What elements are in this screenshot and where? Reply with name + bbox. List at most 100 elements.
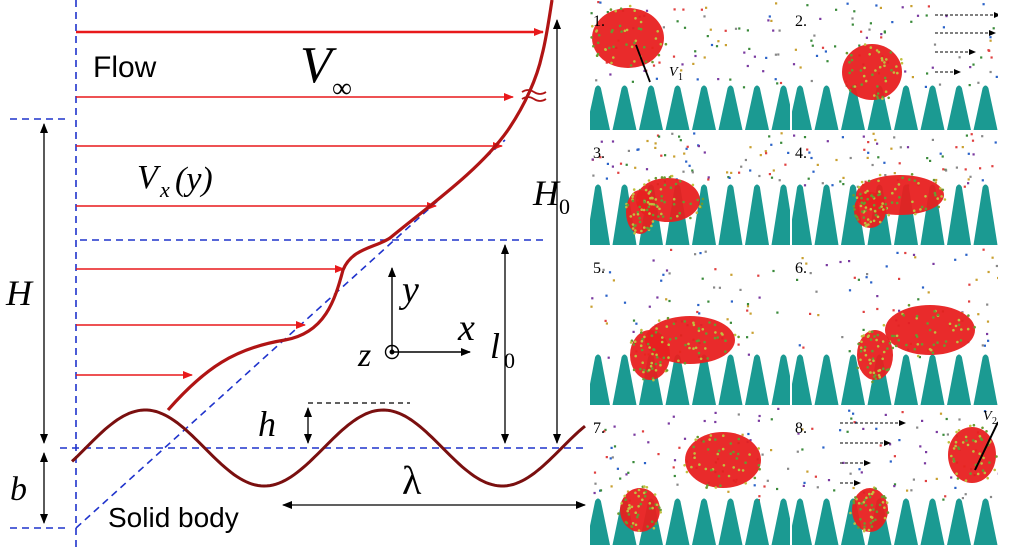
droplet-particle <box>967 314 970 317</box>
particle-dot <box>673 459 677 462</box>
particle-dot <box>916 14 920 17</box>
particle-dot <box>757 419 760 422</box>
droplet-particle <box>895 201 899 205</box>
particle-dot <box>616 467 619 470</box>
droplet-particle <box>873 94 876 97</box>
H0-subscript: 0 <box>559 194 570 219</box>
particle-dot <box>884 413 887 416</box>
particle-dot <box>816 486 819 489</box>
particle-dot <box>860 30 863 33</box>
particle-dot <box>710 43 714 47</box>
droplet-particle <box>995 455 998 458</box>
droplet-particle <box>859 192 862 196</box>
particle-dot <box>699 252 702 255</box>
droplet-particle <box>644 60 648 63</box>
particle-dot <box>981 135 984 138</box>
particle-dot <box>676 483 679 486</box>
droplet-particle <box>874 69 877 72</box>
particle-dot <box>848 289 852 292</box>
particle-dot <box>850 417 853 420</box>
droplet-particle <box>596 41 600 45</box>
particle-dot <box>992 27 995 30</box>
droplet-particle <box>985 430 988 433</box>
droplet-particle <box>848 61 851 64</box>
particle-dot <box>893 136 896 139</box>
surface-tooth <box>692 184 716 245</box>
particle-dot <box>767 19 770 22</box>
particle-dot <box>939 152 942 155</box>
droplet-particle <box>926 322 929 325</box>
particle-dot <box>758 414 761 418</box>
particle-dot <box>683 437 687 440</box>
particle-dot <box>853 10 856 13</box>
droplet-particle <box>647 368 651 372</box>
droplet-particle <box>685 470 689 474</box>
particle-dot <box>726 318 729 321</box>
particle-dot <box>645 168 649 171</box>
particle-dot <box>910 20 913 23</box>
particle-dot <box>748 47 751 50</box>
particle-dot <box>879 444 882 447</box>
droplet-particle <box>876 333 880 337</box>
surface-tooth <box>792 85 812 130</box>
droplet-particle <box>612 45 615 49</box>
droplet-particle <box>868 330 871 334</box>
particle-dot <box>632 319 636 322</box>
particle-dot <box>764 150 767 153</box>
droplet-particle <box>636 210 640 214</box>
particle-dot <box>910 5 913 8</box>
droplet-particle <box>855 215 859 219</box>
particle-dot <box>774 78 777 81</box>
droplet-particle <box>884 79 888 83</box>
surface-tooth <box>718 498 743 545</box>
particle-dot <box>777 407 780 410</box>
particle-dot <box>876 142 879 145</box>
particle-dot <box>703 419 706 423</box>
droplet-particle <box>642 377 645 381</box>
droplet-particle <box>869 362 872 365</box>
particle-dot <box>853 421 856 424</box>
droplet-particle <box>871 73 874 76</box>
droplet-particle <box>870 194 873 198</box>
particle-dot <box>592 174 595 177</box>
particle-dot <box>846 430 849 433</box>
particle-dot <box>751 331 754 334</box>
simulation-panel: 1. V 1 <box>590 0 790 130</box>
simulation-panel: 8. V 2 <box>792 407 998 545</box>
droplet-particle <box>660 212 663 216</box>
droplet-particle <box>651 213 655 217</box>
droplet-particle <box>643 485 646 488</box>
droplet-particle <box>640 339 644 343</box>
droplet-particle <box>878 220 882 224</box>
particle-dot <box>776 487 779 491</box>
particle-dot <box>817 314 820 317</box>
particle-dot <box>591 297 594 300</box>
vector-subscript: 1 <box>678 72 683 83</box>
droplet-particle <box>972 439 975 442</box>
particle-dot <box>867 141 870 144</box>
particle-dot <box>656 296 659 299</box>
droplet-particle <box>689 202 692 206</box>
droplet-particle <box>954 440 958 444</box>
particle-dot <box>593 471 597 474</box>
droplet-particle <box>860 83 863 86</box>
particle-dot <box>796 278 799 281</box>
particle-dot <box>608 271 612 274</box>
particle-dot <box>821 182 824 185</box>
droplet-particle <box>663 183 667 187</box>
droplet-particle <box>890 201 894 204</box>
droplet-particle <box>848 88 852 92</box>
droplet-particle <box>866 197 869 201</box>
simulation-panel: 4. <box>792 132 998 245</box>
vx-argument: (y) <box>175 161 213 198</box>
surface-tooth <box>718 354 743 405</box>
droplet-particle <box>696 435 699 439</box>
droplet-particle <box>919 208 922 211</box>
droplet-particle <box>651 60 654 64</box>
particle-dot <box>858 44 861 47</box>
particle-dot <box>673 8 676 11</box>
droplet-particle <box>880 205 883 208</box>
particle-dot <box>691 171 694 174</box>
droplet-particle <box>658 506 661 509</box>
